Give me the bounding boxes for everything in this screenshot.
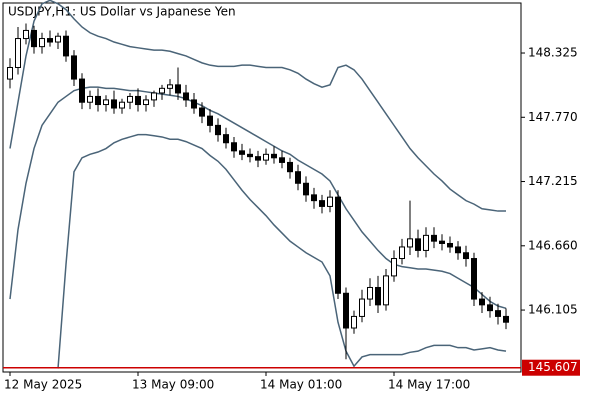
candle-body (359, 298, 365, 317)
candle-body (263, 153, 269, 161)
candle-body (431, 234, 437, 242)
candle-body (255, 156, 261, 161)
candle-body (439, 240, 445, 244)
candle-body (383, 275, 389, 306)
candle-body (119, 101, 125, 109)
x-tick-label: 12 May 2025 (4, 378, 82, 392)
candle-body (335, 196, 341, 294)
y-tick-label: 147.770 (528, 110, 578, 124)
candle-body (423, 234, 429, 251)
candle-body (279, 157, 285, 163)
candle-body (399, 246, 405, 260)
candle-body (495, 310, 501, 317)
candle-body (319, 200, 325, 207)
candle-body (39, 38, 45, 48)
candle-body (167, 84, 173, 89)
candle-body (223, 134, 229, 144)
band-line (9, 86, 507, 310)
candle-body (239, 150, 245, 155)
candle-body (271, 153, 277, 159)
candle-body (471, 258, 477, 300)
plot-frame (2, 2, 522, 373)
chart-title: USDJPY,H1: US Dollar vs Japanese Yen (8, 5, 236, 19)
candle-body (207, 115, 213, 126)
candle-body (199, 107, 205, 117)
candle-body (295, 171, 301, 184)
x-tick-label: 13 May 09:00 (132, 378, 214, 392)
candle-body (215, 124, 221, 136)
current-price-box (522, 359, 580, 376)
candle-body (183, 92, 189, 101)
candle-body (367, 286, 373, 300)
candle-body (503, 315, 509, 323)
x-tick-label: 14 May 01:00 (260, 378, 342, 392)
candle-body (247, 153, 253, 158)
candle-body (303, 182, 309, 196)
candle-body (327, 196, 333, 207)
candle-body (95, 95, 101, 106)
y-tick-label: 146.660 (528, 238, 578, 252)
candle-body (407, 238, 413, 248)
candle-body (415, 238, 421, 251)
candle-body (15, 38, 21, 68)
candle-body (47, 38, 53, 43)
band-line (57, 133, 507, 369)
candle-body (311, 194, 317, 202)
candle-body (175, 84, 181, 94)
x-tick-label: 14 May 17:00 (388, 378, 470, 392)
y-tick-label: 146.105 (528, 303, 578, 317)
candle-body (231, 142, 237, 152)
candle-body (23, 29, 29, 40)
candle-body (55, 35, 61, 43)
candle-body (463, 252, 469, 260)
candle-body (7, 66, 13, 80)
candle-body (63, 35, 69, 57)
candle-body (343, 292, 349, 329)
candle-body (455, 246, 461, 254)
y-tick-label: 147.215 (528, 174, 578, 188)
candle-body (391, 258, 397, 277)
candle-body (447, 242, 453, 248)
candle-body (111, 99, 117, 109)
candle-body (159, 87, 165, 94)
candle-body (127, 95, 133, 103)
candle-body (287, 161, 293, 173)
candle-body (375, 286, 381, 306)
candle-body (151, 92, 157, 101)
candle-body (135, 95, 141, 106)
candle-body (71, 55, 77, 80)
candle-body (87, 95, 93, 103)
candle-body (79, 78, 85, 103)
current-price-label: 145.607 (528, 360, 578, 374)
candle-body (31, 29, 37, 48)
candle-body (487, 304, 493, 312)
y-tick-label: 148.325 (528, 46, 578, 60)
candle-body (351, 315, 357, 329)
candle-body (103, 99, 109, 106)
candle-body (143, 99, 149, 106)
candle-body (191, 99, 197, 109)
band-line (9, 0, 506, 212)
candle-body (479, 298, 485, 306)
